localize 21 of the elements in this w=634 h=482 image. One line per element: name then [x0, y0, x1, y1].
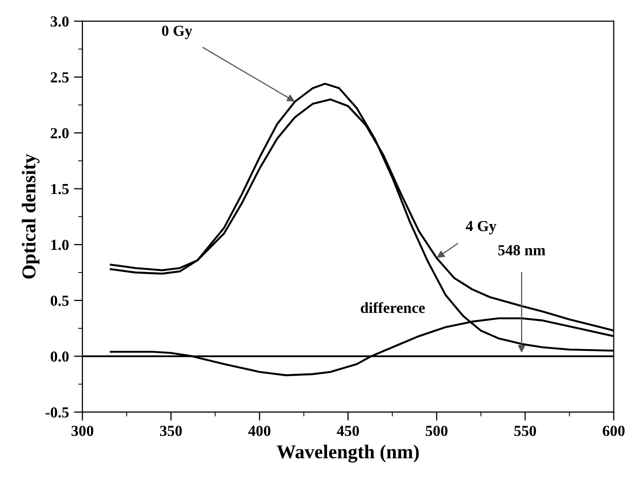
- x-tick-label: 400: [248, 426, 270, 436]
- y-axis-title: Optical density: [22, 154, 40, 279]
- text: 0 Gy: [162, 26, 192, 40]
- y-tick-label: -0.5: [46, 407, 69, 418]
- y-tick-label: 0.0: [50, 351, 69, 362]
- x-tick-label: 500: [426, 426, 448, 436]
- x-tick-label: 550: [514, 426, 536, 436]
- y-tick-label: 1.0: [51, 240, 69, 250]
- y-tick-label: 3.0: [50, 16, 69, 27]
- annotation: 548 nm: [498, 245, 546, 256]
- x-tick-label: 350: [160, 426, 182, 436]
- x-tick-label: 600: [602, 426, 625, 436]
- y-tick-label: 1.5: [51, 184, 69, 194]
- text: 4 Gy: [466, 220, 496, 234]
- x-axis-title: Wavelength (nm): [276, 444, 419, 462]
- y-tick-label: 0.5: [50, 296, 69, 306]
- series-label: difference: [360, 302, 425, 313]
- y-tick-label: 2.5: [50, 72, 69, 83]
- x-tick-label: 450: [336, 426, 359, 436]
- x-tick-label: 300: [72, 426, 94, 436]
- y-tick-label: 2.0: [50, 128, 69, 138]
